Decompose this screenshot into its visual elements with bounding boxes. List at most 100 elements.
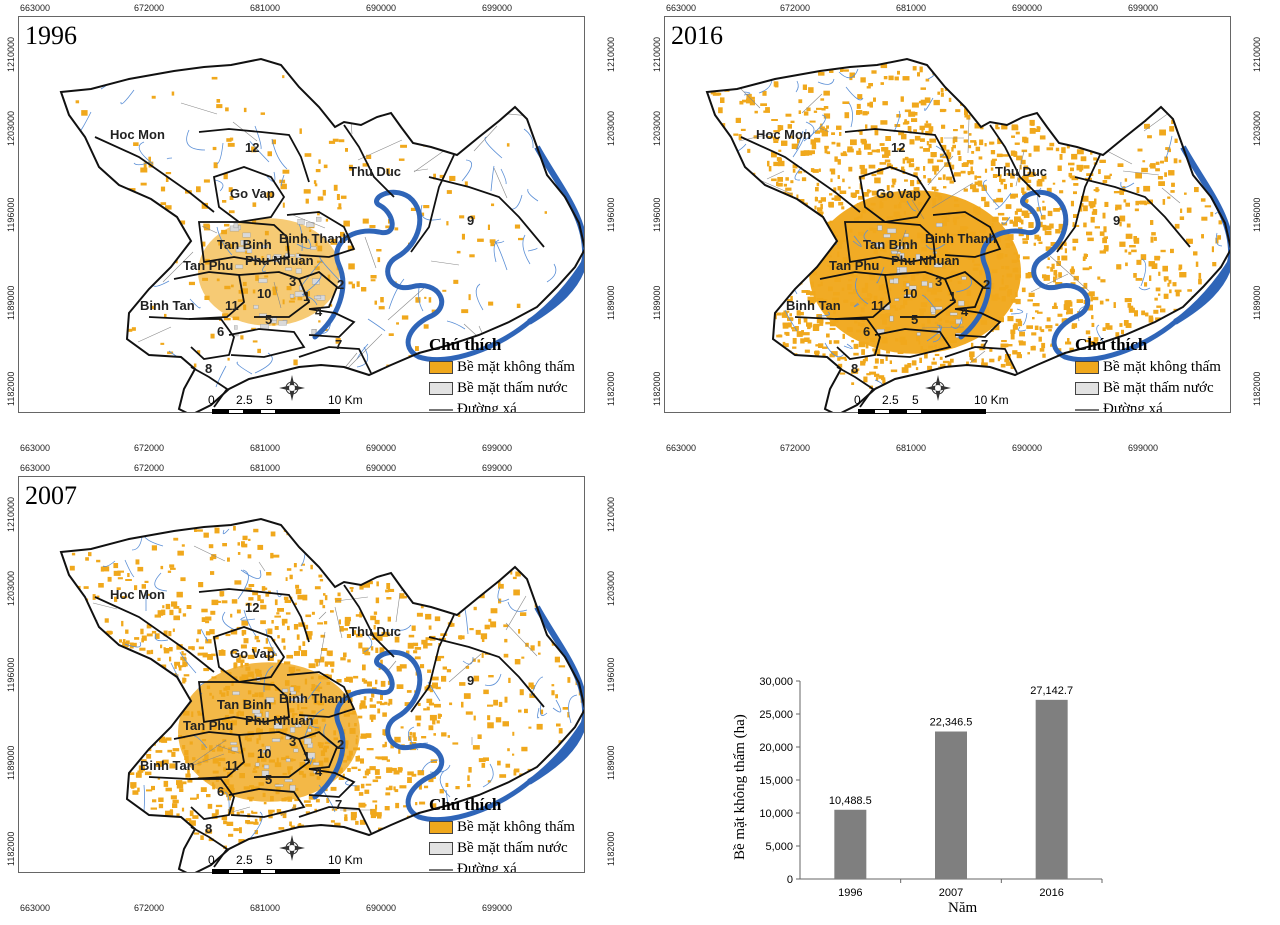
scale-label: 2.5 <box>882 393 899 407</box>
y-coordinate-tick: 1210000 <box>6 36 16 72</box>
scale-bar-segment <box>858 409 874 414</box>
district-label: 3 <box>935 274 943 289</box>
scale-bar-segment <box>260 409 276 414</box>
scale-bar-segment <box>276 869 340 874</box>
legend-swatch <box>429 868 453 871</box>
bar-value-label: 22,346.5 <box>930 717 973 729</box>
district-label: 7 <box>981 337 989 352</box>
legend-swatch <box>429 382 453 395</box>
x-coordinate-tick: 672000 <box>134 443 165 453</box>
chart-y-axis-label: Bề mặt không thấm (ha) <box>732 714 748 860</box>
district-label: 9 <box>467 673 475 688</box>
district-label: Thu Duc <box>349 164 401 179</box>
y-coordinate-tick: 1182000 <box>6 371 16 406</box>
x-coordinate-tick: 672000 <box>780 443 811 453</box>
map-year-label: 1996 <box>25 21 77 50</box>
legend-label: Bề mặt không thấm <box>457 359 575 375</box>
district-label: 5 <box>265 772 273 787</box>
y-coordinate-tick: 1196000 <box>6 197 16 232</box>
district-label: Phu Nhuan <box>891 253 960 268</box>
scale-label: 0 <box>208 393 215 407</box>
y-coordinate-tick: 1203000 <box>1252 110 1262 146</box>
district-label: 12 <box>245 600 260 615</box>
scale-label: 5 <box>912 393 919 407</box>
legend-swatch <box>429 361 453 374</box>
district-label: Tan Binh <box>863 237 918 252</box>
y-coordinate-tick: 1196000 <box>652 197 662 232</box>
district-label: 4 <box>315 304 323 319</box>
district-map <box>59 517 584 872</box>
legend-swatch <box>1075 408 1099 411</box>
y-coordinate-tick: 1203000 <box>652 110 662 146</box>
district-label: 3 <box>289 274 297 289</box>
y-tick-label: 30,000 <box>759 676 793 688</box>
legend-item: Đường xá <box>429 399 575 412</box>
legend-item: Đường xá <box>1075 399 1221 413</box>
x-coordinate-tick: 699000 <box>1128 3 1159 13</box>
district-label: Binh Thanh <box>925 231 997 246</box>
x-coordinate-tick: 681000 <box>250 443 281 453</box>
legend-label: Đường xá <box>1103 401 1163 413</box>
legend-item: Bề mặt thấm nước <box>1075 378 1221 399</box>
scale-bar-segment <box>244 869 260 874</box>
district-label: 8 <box>205 821 213 836</box>
y-coordinate-tick: 1189000 <box>606 285 616 320</box>
district-label: Hoc Mon <box>110 127 165 142</box>
district-label: 4 <box>961 304 969 319</box>
map-panel-2016: 663000 663000 672000 672000 681000 681000 6900… <box>646 0 1280 460</box>
district-label: Phu Nhuan <box>245 253 314 268</box>
legend-title: Chú thích <box>429 795 502 814</box>
map-frame: 1996 Hoc Mon 12 Thu Duc Go Vap Binh Thanh Tan … <box>18 16 585 413</box>
y-tick-label: 25,000 <box>759 709 793 721</box>
legend-label: Bề mặt thấm nước <box>457 840 568 856</box>
map-legend: Chú thích Bề mặt không thấm Bề mặt thấm nư… <box>1075 335 1221 413</box>
district-label: 2 <box>983 277 991 292</box>
map-legend: Chú thích Bề mặt không thấm Bề mặt thấm nư… <box>429 795 575 872</box>
x-coordinate-tick: 663000 <box>20 3 51 13</box>
legend-swatch <box>1075 361 1099 374</box>
map-frame: 2016 Hoc Mon 12 Thu Duc Go Vap Binh Thanh Tan … <box>664 16 1231 413</box>
y-coordinate-tick: 1182000 <box>6 831 16 866</box>
scale-bar-segment <box>212 409 228 414</box>
scale-bar-segment <box>244 409 260 414</box>
x-coordinate-tick: 681000 <box>250 3 281 13</box>
y-coordinate-tick: 1189000 <box>606 745 616 780</box>
y-coordinate-tick: 1189000 <box>6 285 16 320</box>
y-tick-label: 15,000 <box>759 775 793 787</box>
legend-item: Bề mặt thấm nước <box>429 838 575 859</box>
bar-value-label: 10,488.5 <box>829 795 872 807</box>
x-coordinate-tick: 690000 <box>366 443 397 453</box>
map-year-label: 2007 <box>25 481 77 510</box>
district-label: Tan Binh <box>217 697 272 712</box>
legend-label: Bề mặt thấm nước <box>1103 380 1214 396</box>
y-coordinate-tick: 1182000 <box>606 831 616 866</box>
x-coordinate-tick: 699000 <box>482 903 513 913</box>
y-coordinate-tick: 1196000 <box>606 197 616 232</box>
x-coordinate-tick: 663000 <box>20 903 51 913</box>
map-panel-1996: 663000 663000 672000 672000 681000 681000 6900… <box>0 0 640 460</box>
x-coordinate-tick: 690000 <box>1012 3 1043 13</box>
district-label: 4 <box>315 764 323 779</box>
x-coordinate-tick: 681000 <box>896 443 927 453</box>
y-coordinate-tick: 1196000 <box>6 657 16 692</box>
north-arrow-icon <box>279 835 305 861</box>
x-coordinate-tick: 690000 <box>366 903 397 913</box>
legend-item: Bề mặt thấm nước <box>429 378 575 399</box>
x-coordinate-tick: 663000 <box>666 443 697 453</box>
x-coordinate-tick: 690000 <box>366 463 397 473</box>
x-tick-label: 1996 <box>838 887 862 899</box>
y-coordinate-tick: 1196000 <box>1252 197 1262 232</box>
y-tick-label: 20,000 <box>759 742 793 754</box>
y-tick-label: 0 <box>787 874 793 886</box>
y-tick-label: 10,000 <box>759 808 793 820</box>
district-label: Thu Duc <box>995 164 1047 179</box>
district-label: 6 <box>863 324 871 339</box>
scale-bar: 0 2.5 5 10 Km <box>854 393 1009 417</box>
north-arrow-icon <box>925 375 951 401</box>
y-coordinate-tick: 1203000 <box>606 570 616 606</box>
scale-bar-segment <box>212 869 228 874</box>
district-label: 9 <box>1113 213 1121 228</box>
map-legend: Chú thích Bề mặt không thấm Bề mặt thấm nư… <box>429 335 575 412</box>
district-label: 6 <box>217 784 225 799</box>
x-coordinate-tick: 672000 <box>134 3 165 13</box>
